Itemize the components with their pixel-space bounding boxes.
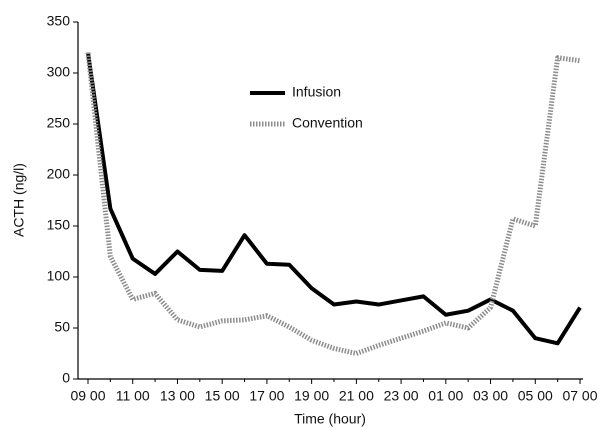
- x-tick-label: 21 00: [339, 388, 374, 404]
- y-tick-label: 300: [47, 64, 71, 80]
- y-tick-label: 200: [47, 166, 71, 182]
- y-axis-label: ACTH (ng/l): [11, 163, 27, 237]
- x-tick-label: 11 00: [116, 388, 150, 404]
- x-tick-label: 15 00: [205, 388, 240, 404]
- y-tick-label: 350: [47, 13, 71, 29]
- x-tick-label: 01 00: [428, 388, 463, 404]
- y-tick-label: 0: [62, 370, 70, 386]
- y-tick-label: 250: [47, 115, 71, 131]
- x-tick-label: 05 00: [518, 388, 553, 404]
- x-tick-label: 03 00: [473, 388, 508, 404]
- x-axis-label: Time (hour): [294, 411, 366, 427]
- series-line: [86, 52, 582, 346]
- series-line: [85, 52, 581, 356]
- x-tick-label: 07 00: [562, 388, 597, 404]
- x-tick-label: 13 00: [160, 388, 195, 404]
- x-tick-label: 19 00: [294, 388, 329, 404]
- x-tick-label: 09 00: [70, 388, 105, 404]
- legend-label: Convention: [292, 115, 363, 131]
- x-tick-label: 23 00: [384, 388, 419, 404]
- y-tick-label: 150: [47, 217, 71, 233]
- y-tick-label: 50: [54, 319, 70, 335]
- y-tick-label: 100: [47, 268, 71, 284]
- legend-label: Infusion: [292, 84, 341, 100]
- x-tick-label: 17 00: [249, 388, 284, 404]
